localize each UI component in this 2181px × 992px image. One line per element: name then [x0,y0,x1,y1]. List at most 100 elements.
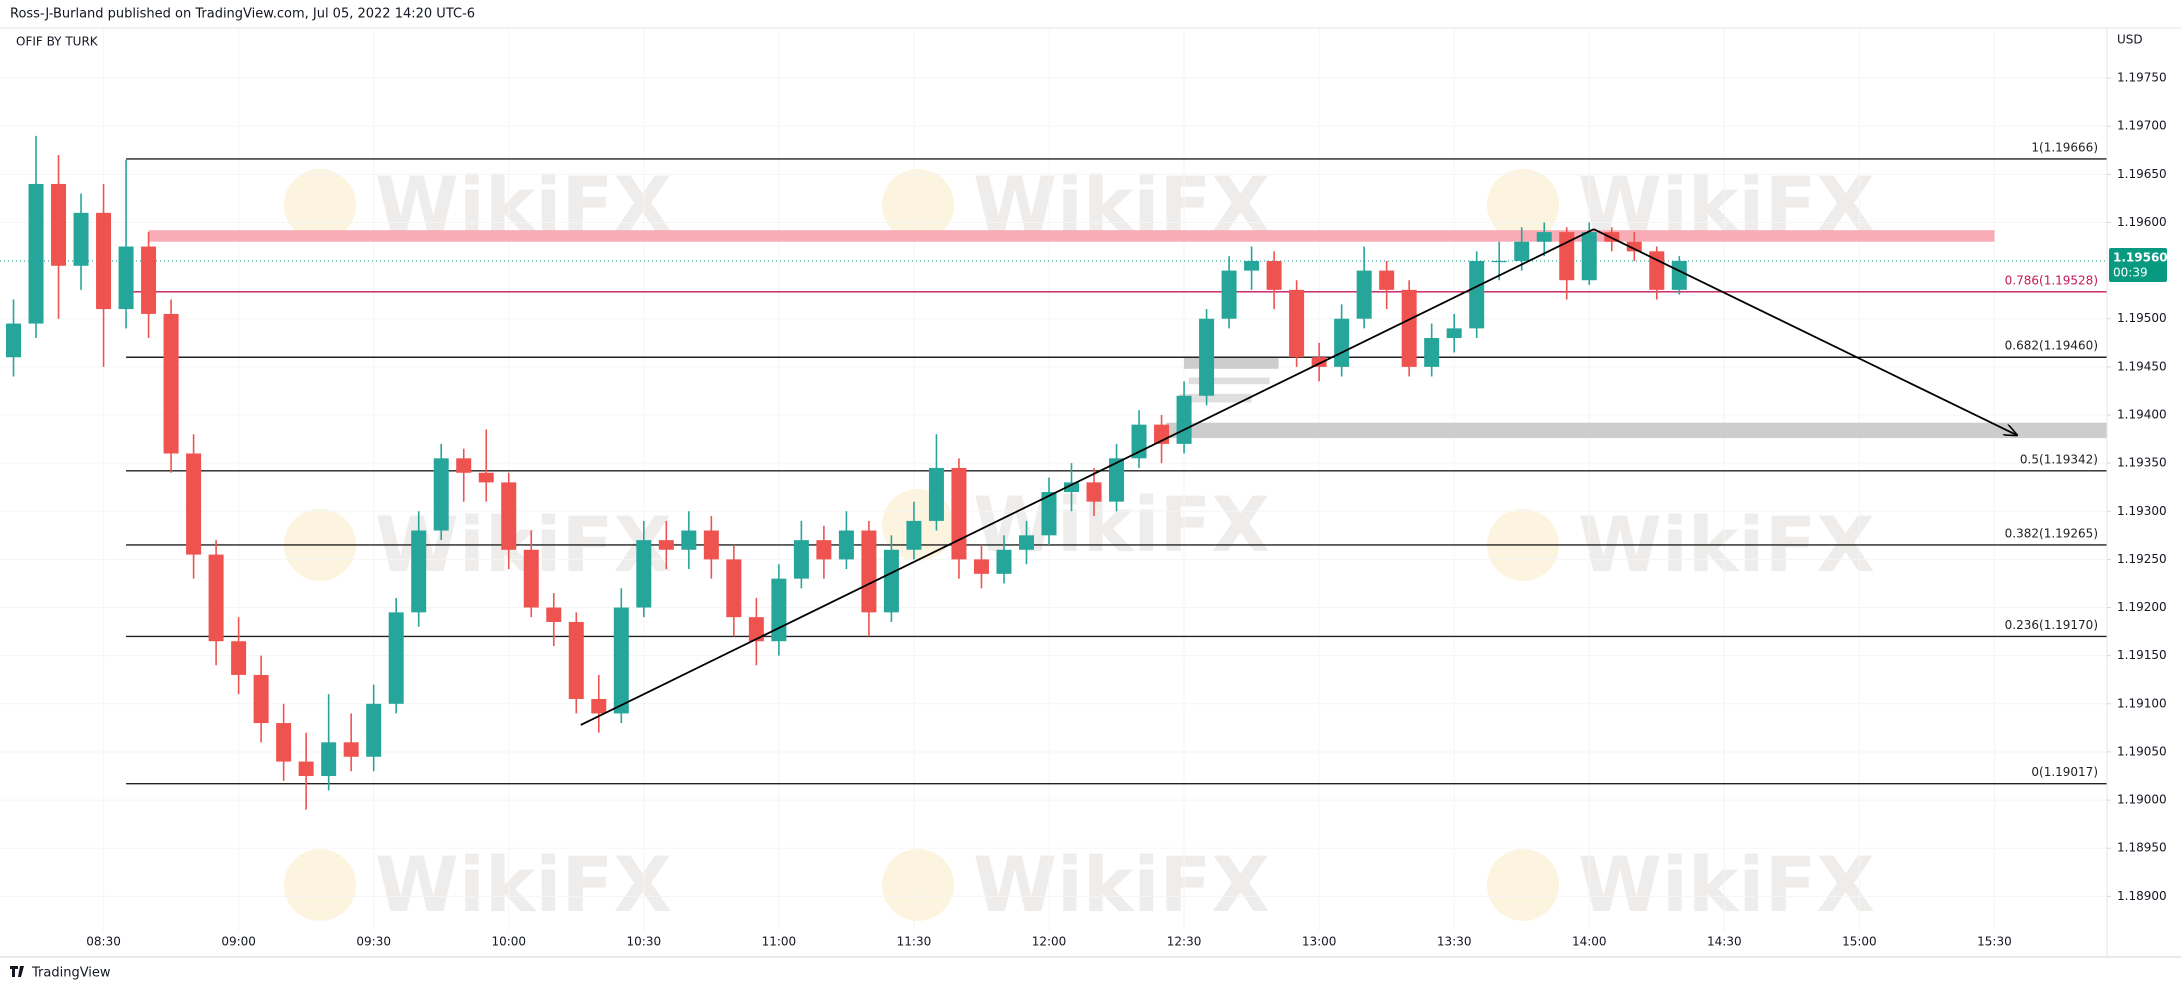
candle-body [321,742,337,777]
candle-body [613,607,629,714]
zone [1179,393,1252,403]
footer-logo [10,966,24,977]
last-price-box [2109,247,2167,282]
trendline [1593,228,2017,435]
candle-body [951,467,967,560]
zone [1166,422,2107,439]
candle-body [73,212,89,266]
y-tick-label: 1.19750 [2117,71,2167,85]
candle-body [1064,482,1080,493]
x-tick-label: 09:00 [221,935,256,949]
x-tick-label: 15:30 [1977,935,2012,949]
candle-body [96,212,112,310]
candle-body [1424,337,1440,367]
symbol: OFIF BY TURK [16,35,99,49]
candle-body [1244,260,1260,271]
candle-body [1446,328,1462,338]
candle-body [1671,260,1687,290]
candle-body [523,549,539,608]
y-tick-label: 1.18900 [2117,889,2167,903]
candle-body [748,617,764,642]
candle-body [883,549,899,613]
y-tick-label: 1.19300 [2117,504,2167,518]
y-tick-label: 1.18950 [2117,841,2167,855]
candle-body [1221,270,1237,319]
currency: USD [2117,33,2143,47]
zone [1188,377,1270,385]
candle-body [6,323,22,358]
candle-body [1086,482,1102,502]
candle-body [276,723,292,762]
countdown-label: 00:39 [2113,265,2148,279]
candle-body [726,559,742,618]
candle-body [388,612,404,704]
y-tick-label: 1.19400 [2117,408,2167,422]
candle-body [186,453,202,555]
candle-body [861,530,877,613]
x-tick-label: 12:00 [1032,935,1067,949]
publisher: Ross-J-Burland published on TradingView.… [10,7,475,22]
candle-body [906,520,922,550]
x-tick-label: 12:30 [1167,935,1202,949]
candle-body [1626,241,1642,252]
watermark: WikiFX [1578,840,1875,929]
candle-body [568,621,584,699]
x-tick-label: 09:30 [356,935,391,949]
candle-body [816,540,832,560]
candle-body [973,559,989,574]
candle-body [298,761,314,777]
x-tick-label: 10:30 [627,935,662,949]
candle-body [1334,318,1350,367]
candle-body [1469,260,1485,329]
candle-body [771,578,787,642]
candle-body [928,467,944,521]
y-tick-label: 1.19150 [2117,648,2167,662]
fib-label: 1(1.19666) [2031,140,2098,154]
y-tick-label: 1.19000 [2117,793,2167,807]
zone [148,230,1995,242]
candle-body [996,549,1012,574]
candle-body [1041,492,1057,536]
candle-body [703,530,719,560]
y-tick-label: 1.19650 [2117,167,2167,181]
watermark-logo [1487,849,1559,921]
y-tick-label: 1.19450 [2117,359,2167,373]
candle-body [1401,289,1417,367]
plot: 1(1.19666) 0.786(1.19528) 0.682(1.19460) 0.… [0,135,2107,810]
watermark: WikiFX [375,840,672,929]
candle-body [1581,232,1597,281]
candle-body [366,703,382,757]
candle-body [1266,260,1282,290]
trendline [580,228,1595,726]
candle-body [141,246,157,314]
fib-label: 0.236(1.19170) [2005,618,2098,632]
candle-body [28,183,44,324]
y-tick-label: 1.19700 [2117,119,2167,133]
fib-label: 0.5(1.19342) [2020,452,2098,466]
watermark-logo [882,849,954,921]
candle-body [1356,270,1372,319]
candle-body [1491,260,1507,263]
candle-body [591,698,607,714]
grid [0,28,2107,931]
candle-body [1604,232,1620,242]
y-tick-label: 1.19600 [2117,215,2167,229]
candle-body [1514,241,1530,261]
candle-body [1131,424,1147,459]
x-tick-label: 15:00 [1842,935,1877,949]
candle-body [1199,318,1215,396]
candle-body [163,313,179,454]
x-tick-label: 11:00 [762,935,797,949]
y-tick-label: 1.19350 [2117,456,2167,470]
fib-label: 0.682(1.19460) [2005,339,2098,353]
candle-body [1536,232,1552,242]
x-tick-label: 14:30 [1707,935,1742,949]
candle-body [501,482,517,550]
watermark: WikiFX [973,840,1270,929]
candle-body [253,674,269,724]
candle-body [1109,458,1125,502]
candle-body [478,472,494,483]
y-tick-label: 1.19100 [2117,696,2167,710]
fib-label: 0(1.19017) [2031,765,2098,779]
